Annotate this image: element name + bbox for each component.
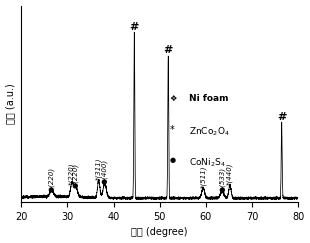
Text: *(511): *(511) [200, 165, 206, 188]
X-axis label: 角度 (degree): 角度 (degree) [131, 227, 188, 237]
Text: ❖: ❖ [170, 94, 177, 103]
Text: #: # [277, 112, 286, 122]
Text: *(440): *(440) [227, 162, 233, 185]
Text: Ni foam: Ni foam [189, 94, 228, 103]
Text: CoNi$_2$S$_4$: CoNi$_2$S$_4$ [189, 157, 226, 169]
Text: #: # [130, 22, 139, 32]
Text: ●(220): ●(220) [72, 163, 79, 188]
Text: #: # [164, 45, 173, 55]
Text: ●(400): ●(400) [101, 159, 108, 184]
Text: *: * [170, 125, 174, 136]
Text: ●(220): ●(220) [48, 167, 55, 192]
Text: *(220): *(220) [69, 162, 75, 185]
Text: ●: ● [170, 157, 175, 163]
Text: ●(533): ●(533) [219, 167, 225, 192]
Text: ZnCo$_2$O$_4$: ZnCo$_2$O$_4$ [189, 125, 230, 138]
Y-axis label: 强度 (a.u.): 强度 (a.u.) [6, 84, 16, 124]
Text: *(311): *(311) [95, 157, 102, 180]
